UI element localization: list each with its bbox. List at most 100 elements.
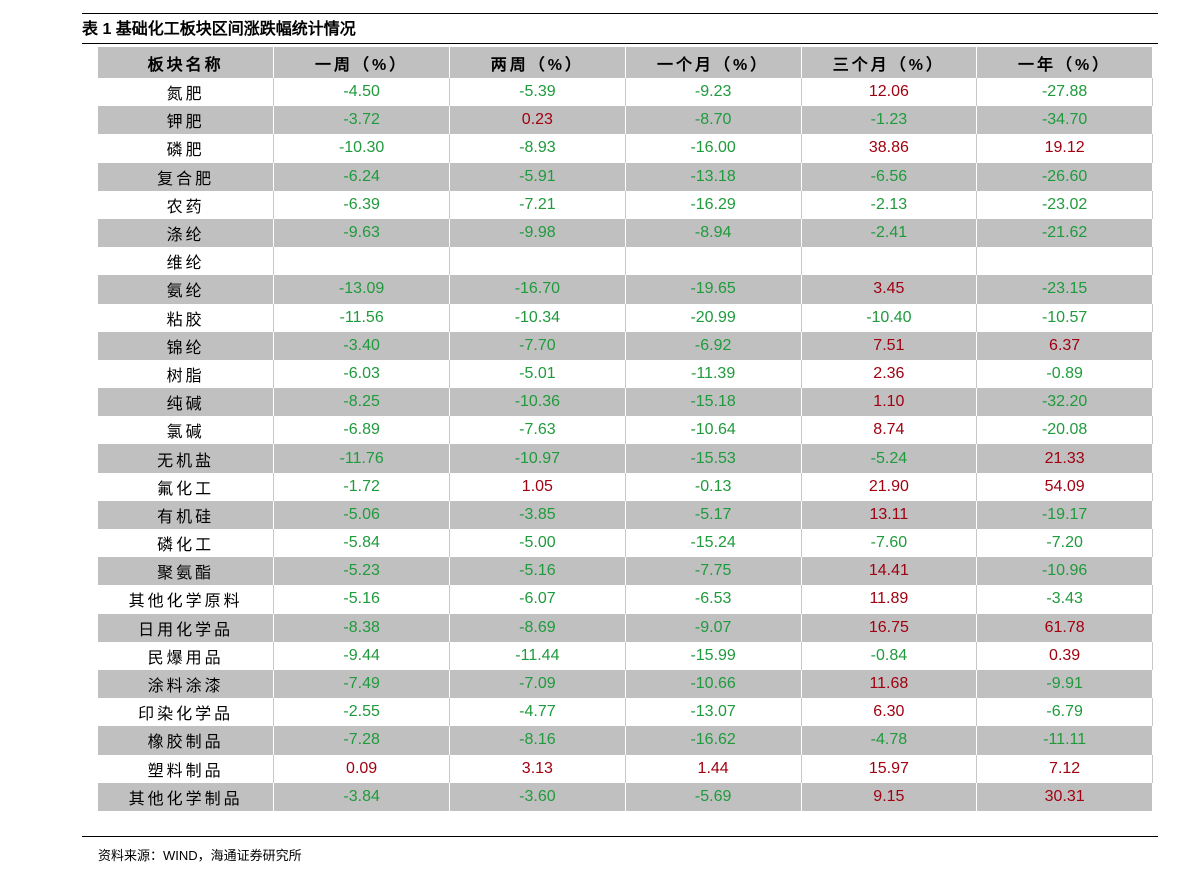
cell: -11.11 [976,726,1153,755]
cell: -9.63 [273,218,450,248]
table-body: 氮肥 -4.50 -5.39 -9.23 12.06 -27.88 钾肥 -3.72 0.23-… [98,78,1153,811]
cell: 7.51 [801,331,978,360]
cell: 0.23 [449,106,626,135]
column-header: 两周（%） [449,47,626,78]
cell: -6.89 [273,416,450,445]
cell: 1.05 [449,472,626,501]
cell: 13.11 [801,500,978,529]
table-row: 农药 -6.39 -7.21 -16.29 -2.13 -23.02 [98,190,1153,219]
cell: 11.89 [801,585,978,614]
cell: 6.30 [801,698,978,727]
table-row: 维纶 [98,247,1153,276]
row-label: 粘胶 [98,303,275,332]
cell: -10.34 [449,303,626,332]
cell: -6.39 [273,190,450,219]
cell: 16.75 [801,613,978,642]
row-label: 聚氨酯 [98,557,275,586]
table-row: 日用化学品 -8.38 -8.69 -9.07 16.75 61.78 [98,613,1153,642]
row-label: 涤纶 [98,218,275,248]
header-row: 板块名称 一周（%） 两周（%） 一个月（%） 三个月（%） 一年（%） [98,47,1153,78]
cell: -7.60 [801,529,978,558]
table-title: 表 1 基础化工板块区间涨跌幅统计情况 [82,13,1158,44]
cell: -11.39 [625,359,802,389]
cell: 61.78 [976,613,1153,642]
cell [625,247,802,276]
row-label: 日用化学品 [98,613,275,642]
cell: -16.70 [449,275,626,304]
table-row: 聚氨酯 -5.23 -5.16 -7.75 14.41 -10.96 [98,557,1153,586]
cell: -16.00 [625,134,802,163]
column-header: 一个月（%） [625,47,802,78]
cell: 54.09 [976,472,1153,501]
cell: -7.63 [449,416,626,445]
row-label: 塑料制品 [98,754,275,783]
cell: -2.13 [801,190,978,219]
cell: -1.72 [273,472,450,501]
row-label: 氮肥 [98,78,275,107]
cell: 21.90 [801,472,978,501]
cell: -27.88 [976,78,1153,107]
cell: -3.85 [449,500,626,529]
cell: 11.68 [801,669,978,699]
row-label: 氟化工 [98,472,275,501]
cell: -10.30 [273,134,450,163]
cell: -10.97 [449,444,626,473]
table-row: 印染化学品 -2.55 -4.77 -13.07 6.30 -6.79 [98,698,1153,727]
table: 板块名称 一周（%） 两周（%） 一个月（%） 三个月（%） 一年（%） 氮肥 -4.50 -5… [98,47,1153,811]
table-row: 复合肥 -6.24 -5.91 -13.18 -6.56 -26.60 [98,162,1153,191]
cell: -8.70 [625,106,802,135]
cell: 30.31 [976,782,1153,811]
cell: -7.49 [273,669,450,699]
cell: -11.76 [273,444,450,473]
cell: -11.56 [273,303,450,332]
cell: -13.07 [625,698,802,727]
cell: 9.15 [801,782,978,811]
cell: -19.65 [625,275,802,304]
column-header: 一周（%） [273,47,450,78]
cell: -5.24 [801,444,978,473]
row-label: 氯碱 [98,416,275,445]
table-row: 橡胶制品 -7.28 -8.16 -16.62 -4.78 -11.11 [98,726,1153,755]
cell: -8.25 [273,388,450,417]
cell: 6.37 [976,331,1153,360]
row-label: 磷肥 [98,134,275,163]
cell: -19.17 [976,500,1153,529]
cell: -6.56 [801,162,978,191]
cell: -8.16 [449,726,626,755]
cell: -11.44 [449,641,626,670]
cell: -6.79 [976,698,1153,727]
row-label: 有机硅 [98,500,275,529]
cell: -3.60 [449,782,626,811]
cell: -0.89 [976,359,1153,389]
row-label: 无机盐 [98,444,275,473]
cell: -9.07 [625,613,802,642]
cell: -5.84 [273,529,450,558]
cell: 0.09 [273,754,450,783]
cell: -5.91 [449,162,626,191]
cell: -7.20 [976,529,1153,558]
cell: 8.74 [801,416,978,445]
cell: -10.96 [976,557,1153,586]
cell: 3.13 [449,754,626,783]
cell: -10.64 [625,416,802,445]
table-row: 氮肥 -4.50 -5.39 -9.23 12.06 -27.88 [98,78,1153,107]
row-label: 钾肥 [98,106,275,135]
cell: -16.29 [625,190,802,219]
cell: -7.75 [625,557,802,586]
cell: -5.16 [273,585,450,614]
row-label: 树脂 [98,359,275,389]
cell: 2.36 [801,359,978,389]
row-label: 其他化学原料 [98,585,275,614]
cell: -10.36 [449,388,626,417]
cell: -5.16 [449,557,626,586]
cell: -13.09 [273,275,450,304]
cell: -13.18 [625,162,802,191]
row-label: 民爆用品 [98,641,275,670]
row-label: 复合肥 [98,162,275,191]
table-row: 树脂 -6.03 -5.01 -11.39 2.36 -0.89 [98,359,1153,389]
cell: -5.23 [273,557,450,586]
cell: -7.70 [449,331,626,360]
cell: 7.12 [976,754,1153,783]
cell: -4.77 [449,698,626,727]
cell [273,247,450,276]
